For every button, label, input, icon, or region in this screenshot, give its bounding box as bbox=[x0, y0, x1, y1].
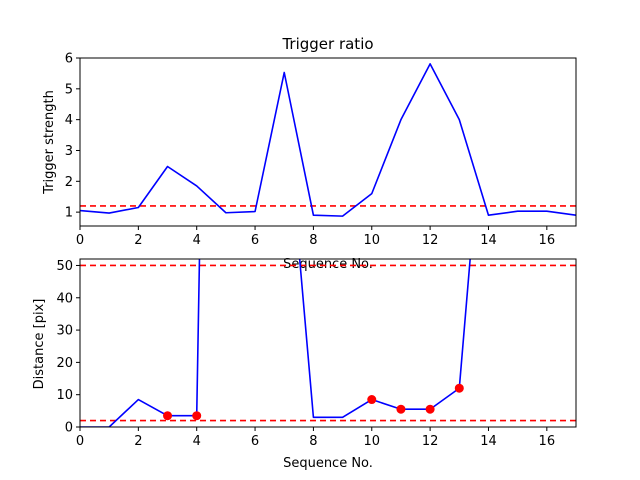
x-tick-label: 2 bbox=[134, 233, 142, 248]
y-axis-label: Distance [pix] bbox=[32, 299, 47, 390]
series-layer bbox=[80, 63, 576, 217]
series-line bbox=[80, 63, 576, 217]
y-tick-label: 5 bbox=[65, 82, 73, 97]
y-tick-label: 50 bbox=[56, 259, 73, 274]
y-tick-label: 30 bbox=[56, 324, 73, 339]
data-point-marker bbox=[192, 411, 202, 421]
series-line bbox=[80, 259, 471, 427]
x-axis-label: Sequence No. bbox=[283, 456, 373, 471]
x-tick-label: 4 bbox=[193, 434, 201, 449]
distance-chart: Distance [pix] Sequence No. 0 2 4 6 8 10 12 14 1… bbox=[32, 258, 577, 471]
x-tick-label: 14 bbox=[480, 434, 497, 449]
x-tick-label: 0 bbox=[76, 434, 84, 449]
trigger-ratio-chart: Trigger ratio Trigger strength Sequence … bbox=[42, 35, 577, 272]
y-tick-label: 40 bbox=[56, 291, 73, 306]
x-tick-label: 16 bbox=[539, 233, 556, 248]
x-tick-label: 8 bbox=[309, 233, 317, 248]
y-tick-label: 3 bbox=[65, 144, 73, 159]
ticks-layer: 0 2 4 6 8 10 12 14 16 0 10 20 30 40 50 bbox=[56, 259, 555, 449]
x-tick-label: 14 bbox=[480, 233, 497, 248]
x-tick-label: 12 bbox=[422, 233, 439, 248]
y-tick-label: 20 bbox=[56, 356, 73, 371]
data-point-marker bbox=[163, 411, 173, 421]
y-axis-label: Trigger strength bbox=[42, 90, 57, 195]
data-point-marker bbox=[396, 404, 406, 414]
plot-frame bbox=[79, 258, 577, 428]
plot-frame bbox=[79, 57, 577, 227]
x-tick-label: 16 bbox=[539, 434, 556, 449]
x-tick-label: 4 bbox=[193, 233, 201, 248]
x-tick-label: 2 bbox=[134, 434, 142, 449]
y-tick-label: 4 bbox=[65, 113, 73, 128]
series-layer bbox=[80, 259, 576, 427]
data-point-marker bbox=[425, 404, 435, 414]
x-tick-label: 8 bbox=[309, 434, 317, 449]
data-point-marker bbox=[454, 383, 464, 393]
y-tick-label: 10 bbox=[56, 388, 73, 403]
x-tick-label: 10 bbox=[363, 233, 380, 248]
y-tick-label: 1 bbox=[65, 206, 73, 221]
x-tick-label: 0 bbox=[76, 233, 84, 248]
data-point-marker bbox=[367, 395, 377, 405]
x-tick-label: 12 bbox=[422, 434, 439, 449]
chart-title: Trigger ratio bbox=[281, 35, 373, 53]
y-tick-label: 2 bbox=[65, 175, 73, 190]
y-tick-label: 0 bbox=[65, 421, 73, 436]
x-axis-label: Sequence No. bbox=[283, 257, 373, 272]
y-tick-label: 6 bbox=[65, 52, 73, 67]
x-tick-label: 10 bbox=[363, 434, 380, 449]
x-tick-label: 6 bbox=[251, 434, 259, 449]
x-tick-label: 6 bbox=[251, 233, 259, 248]
